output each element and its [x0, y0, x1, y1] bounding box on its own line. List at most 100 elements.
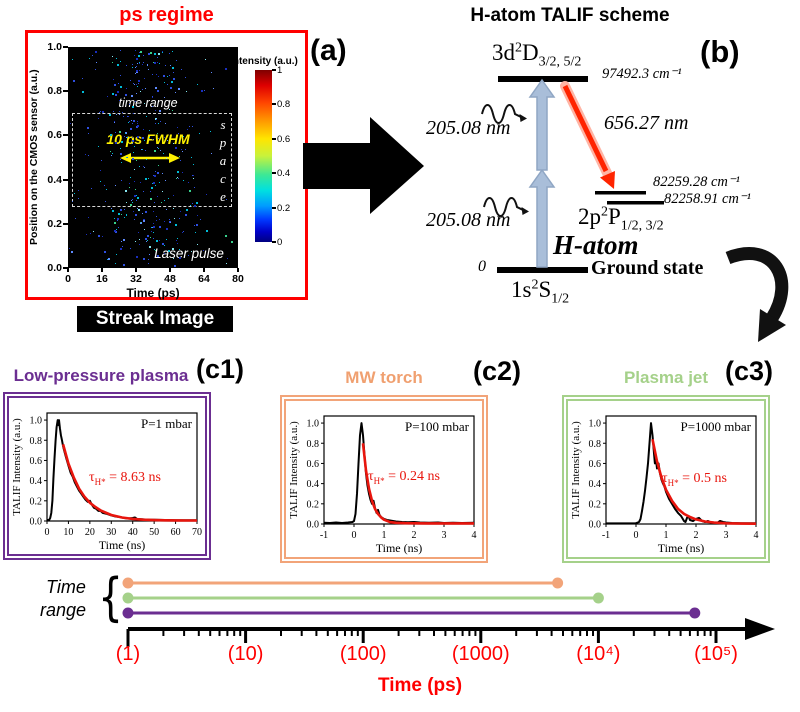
streak-dot [168, 249, 170, 252]
x-tick-label: 3 [724, 530, 729, 541]
streak-dot [121, 140, 124, 143]
streak-dot [121, 180, 123, 181]
y-tick-label: 0.4 [307, 479, 320, 490]
streak-dot [149, 190, 151, 192]
streak-dot [155, 219, 157, 221]
colorbar-tick-mark [272, 241, 276, 243]
streak-dot [158, 219, 160, 221]
streak-dot [190, 204, 192, 206]
streak-dot [154, 118, 157, 120]
time-axis-arrowhead [745, 618, 775, 640]
series-exponential-fit [651, 438, 757, 525]
streak-dot [168, 74, 170, 76]
fluorescence-arrow-icon [562, 84, 609, 173]
streak-dot [132, 105, 135, 108]
y-tick-label: 0.6 [307, 459, 320, 470]
streak-dot [162, 153, 164, 155]
streak-dot [209, 131, 211, 133]
streak-dot [116, 64, 119, 67]
y-tick-label: 0.8 [30, 436, 43, 447]
streak-dot [120, 148, 122, 150]
streak-dot [167, 75, 169, 77]
streak-dot [91, 187, 93, 189]
streak-dot [98, 118, 100, 120]
streak-dot [168, 218, 170, 220]
streak-dot [135, 66, 137, 68]
streak-dot [123, 239, 126, 242]
streak-dot [123, 116, 125, 118]
streak-dot [124, 93, 127, 96]
streak-dot [133, 195, 136, 197]
streak-dot [94, 51, 97, 54]
streak-dot [156, 119, 158, 121]
streak-dot [117, 213, 120, 216]
streak-dot [162, 51, 164, 53]
streak-dot [135, 50, 137, 52]
streak-dot [114, 230, 117, 232]
streak-dot [143, 191, 145, 193]
streak-dot [137, 85, 139, 87]
streak-dot [156, 195, 158, 197]
panel-c1-title: Low-pressure plasma [13, 366, 189, 385]
x-tick-label: -1 [602, 530, 610, 541]
streak-dot [118, 83, 120, 85]
chart-y-axis-label: TALIF Intensity (a.u.) [288, 421, 300, 519]
streak-dot [144, 88, 146, 90]
streak-dot [175, 60, 177, 62]
streak-dot [115, 184, 117, 186]
streak-dot [116, 229, 118, 231]
streak-dot [88, 132, 89, 134]
streak-dot [156, 147, 158, 149]
streak-dot [190, 156, 192, 158]
streak-dot [148, 136, 150, 138]
x-tick-label: 0 [634, 530, 639, 541]
streak-dot [115, 113, 117, 115]
chart-x-axis-label: Time (ns) [99, 538, 146, 552]
streak-dot [131, 95, 133, 98]
excitation-arrow-upper-icon [528, 78, 556, 171]
x-tick-label: 4 [754, 530, 759, 541]
time-tick-label: (10⁴) [576, 643, 621, 665]
streak-dot [136, 159, 138, 161]
streak-dot [115, 131, 117, 133]
streak-dot [166, 227, 169, 230]
streak-dot [137, 196, 140, 199]
streak-dot [119, 61, 121, 63]
streak-dot [153, 53, 156, 55]
streak-dot [145, 210, 148, 213]
streak-dot [156, 74, 158, 76]
streak-dot [137, 123, 138, 124]
streak-dot [185, 149, 187, 151]
x-tick-label: 40 [128, 527, 138, 538]
pump-wavelength-1: 205.08 nm [426, 117, 511, 139]
streak-dot [138, 83, 140, 85]
streak-x-tick-mark [237, 268, 239, 272]
streak-dot [185, 213, 187, 216]
upper-level-line [498, 76, 588, 82]
fwhm-annotation: 10 ps FWHM [106, 131, 190, 147]
x-tick-label: 50 [149, 527, 159, 538]
streak-dot [196, 244, 198, 246]
streak-dot [142, 213, 144, 215]
streak-dot [116, 217, 119, 220]
upper-level-energy: 97492.3 cm⁻¹ [602, 66, 682, 82]
colorbar-tick-label: 0 [277, 237, 283, 248]
streak-dot [108, 113, 111, 116]
streak-dot [134, 188, 136, 190]
streak-dot [172, 248, 175, 250]
chart-frame [605, 415, 757, 525]
streak-dot [119, 152, 122, 155]
streak-dot [127, 137, 129, 139]
streak-dot [111, 208, 113, 210]
streak-dot [139, 63, 141, 65]
streak-dot [135, 69, 138, 72]
y-tick-label: 0.4 [589, 479, 602, 490]
streak-dot [176, 238, 178, 240]
streak-dot [200, 219, 202, 221]
streak-dot [143, 129, 145, 131]
x-tick-label: 1 [664, 530, 669, 541]
streak-dot [213, 87, 215, 89]
streak-dot [147, 64, 149, 66]
streak-dot [147, 63, 149, 65]
